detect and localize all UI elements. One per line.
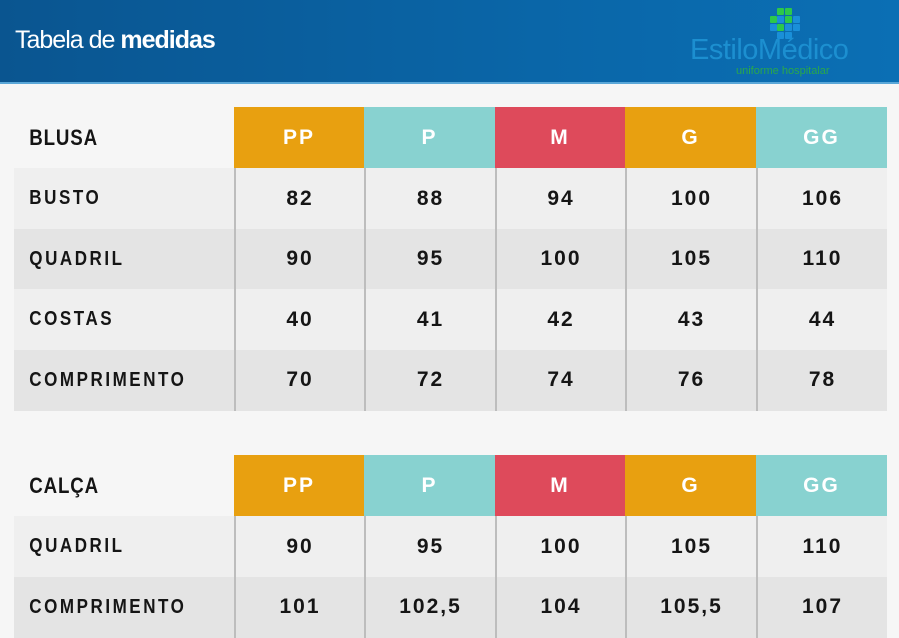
measurement-cell: 44 [756,289,887,350]
measurement-cell: 110 [756,228,887,290]
logo-tagline: uniforme hospitalar [736,65,830,77]
measurement-cell: 102,5 [364,576,495,638]
measurement-cell: 104 [495,576,625,638]
measurement-cell: 82 [234,168,364,229]
measurement-cell: 105 [625,516,756,577]
table-header-row: CALÇA PP P M G GG [14,455,887,523]
title-bold: medidas [120,26,215,54]
measurement-cell: 90 [234,228,364,290]
row-label: QUADRIL [29,535,125,557]
size-header-m: M [495,455,625,523]
measurement-cell: 105 [625,228,756,290]
measurement-cell: 94 [495,168,625,229]
table-title: CALÇA [29,472,99,498]
size-header-p: P [364,455,495,523]
measurement-cell: 100 [625,168,756,229]
size-header-pp: PP [234,455,364,523]
measurement-cell: 107 [756,576,887,638]
measurement-cell: 101 [234,576,364,638]
logo-name: EstiloMédico [690,34,849,66]
size-header-g: G [625,107,756,175]
measurement-cell: 90 [234,516,364,577]
brand-logo: EstiloMédico uniforme hospitalar [690,8,890,78]
measurement-cell: 105,5 [625,576,756,638]
page-title: Tabela de medidas [15,26,216,55]
measurement-cell: 95 [364,516,495,577]
size-header-gg: GG [756,107,887,175]
table-row: BUSTO 82 88 94 100 106 [14,168,887,229]
row-label: COMPRIMENTO [29,368,187,391]
row-label: QUADRIL [29,247,125,270]
size-header-gg: GG [756,455,887,523]
measurement-cell: 40 [234,289,364,350]
measurement-cell: 42 [495,289,625,350]
size-header-m: M [495,107,625,175]
measurement-cell: 78 [756,349,887,411]
size-header-pp: PP [234,107,364,175]
measurement-cell: 41 [364,289,495,350]
measurement-cell: 70 [234,349,364,411]
measurement-cell: 72 [364,349,495,411]
table-row: QUADRIL 90 95 100 105 110 [14,516,887,577]
measurement-cell: 106 [756,168,887,229]
table-row: QUADRIL 90 95 100 105 110 [14,228,887,290]
row-label: BUSTO [29,187,102,209]
row-label: COSTAS [29,308,115,330]
table-row: COSTAS 40 41 42 43 44 [14,289,887,350]
page-header: Tabela de medidas EstiloMédico uniforme … [0,0,899,84]
measurement-cell: 43 [625,289,756,350]
size-header-p: P [364,107,495,175]
title-light: Tabela de [15,26,121,54]
measurement-cell: 95 [364,228,495,290]
table-row: COMPRIMENTO 70 72 74 76 78 [14,349,887,411]
measurement-cell: 100 [495,228,625,290]
measurement-cell: 100 [495,516,625,577]
size-header-g: G [625,455,756,523]
row-label: COMPRIMENTO [29,595,187,618]
measurement-cell: 110 [756,516,887,577]
table-title: BLUSA [29,124,98,150]
measurement-cell: 74 [495,349,625,411]
measurement-cell: 88 [364,168,495,229]
table-row: COMPRIMENTO 101 102,5 104 105,5 107 [14,576,887,638]
measurement-cell: 76 [625,349,756,411]
table-header-row: BLUSA PP P M G GG [14,107,887,175]
